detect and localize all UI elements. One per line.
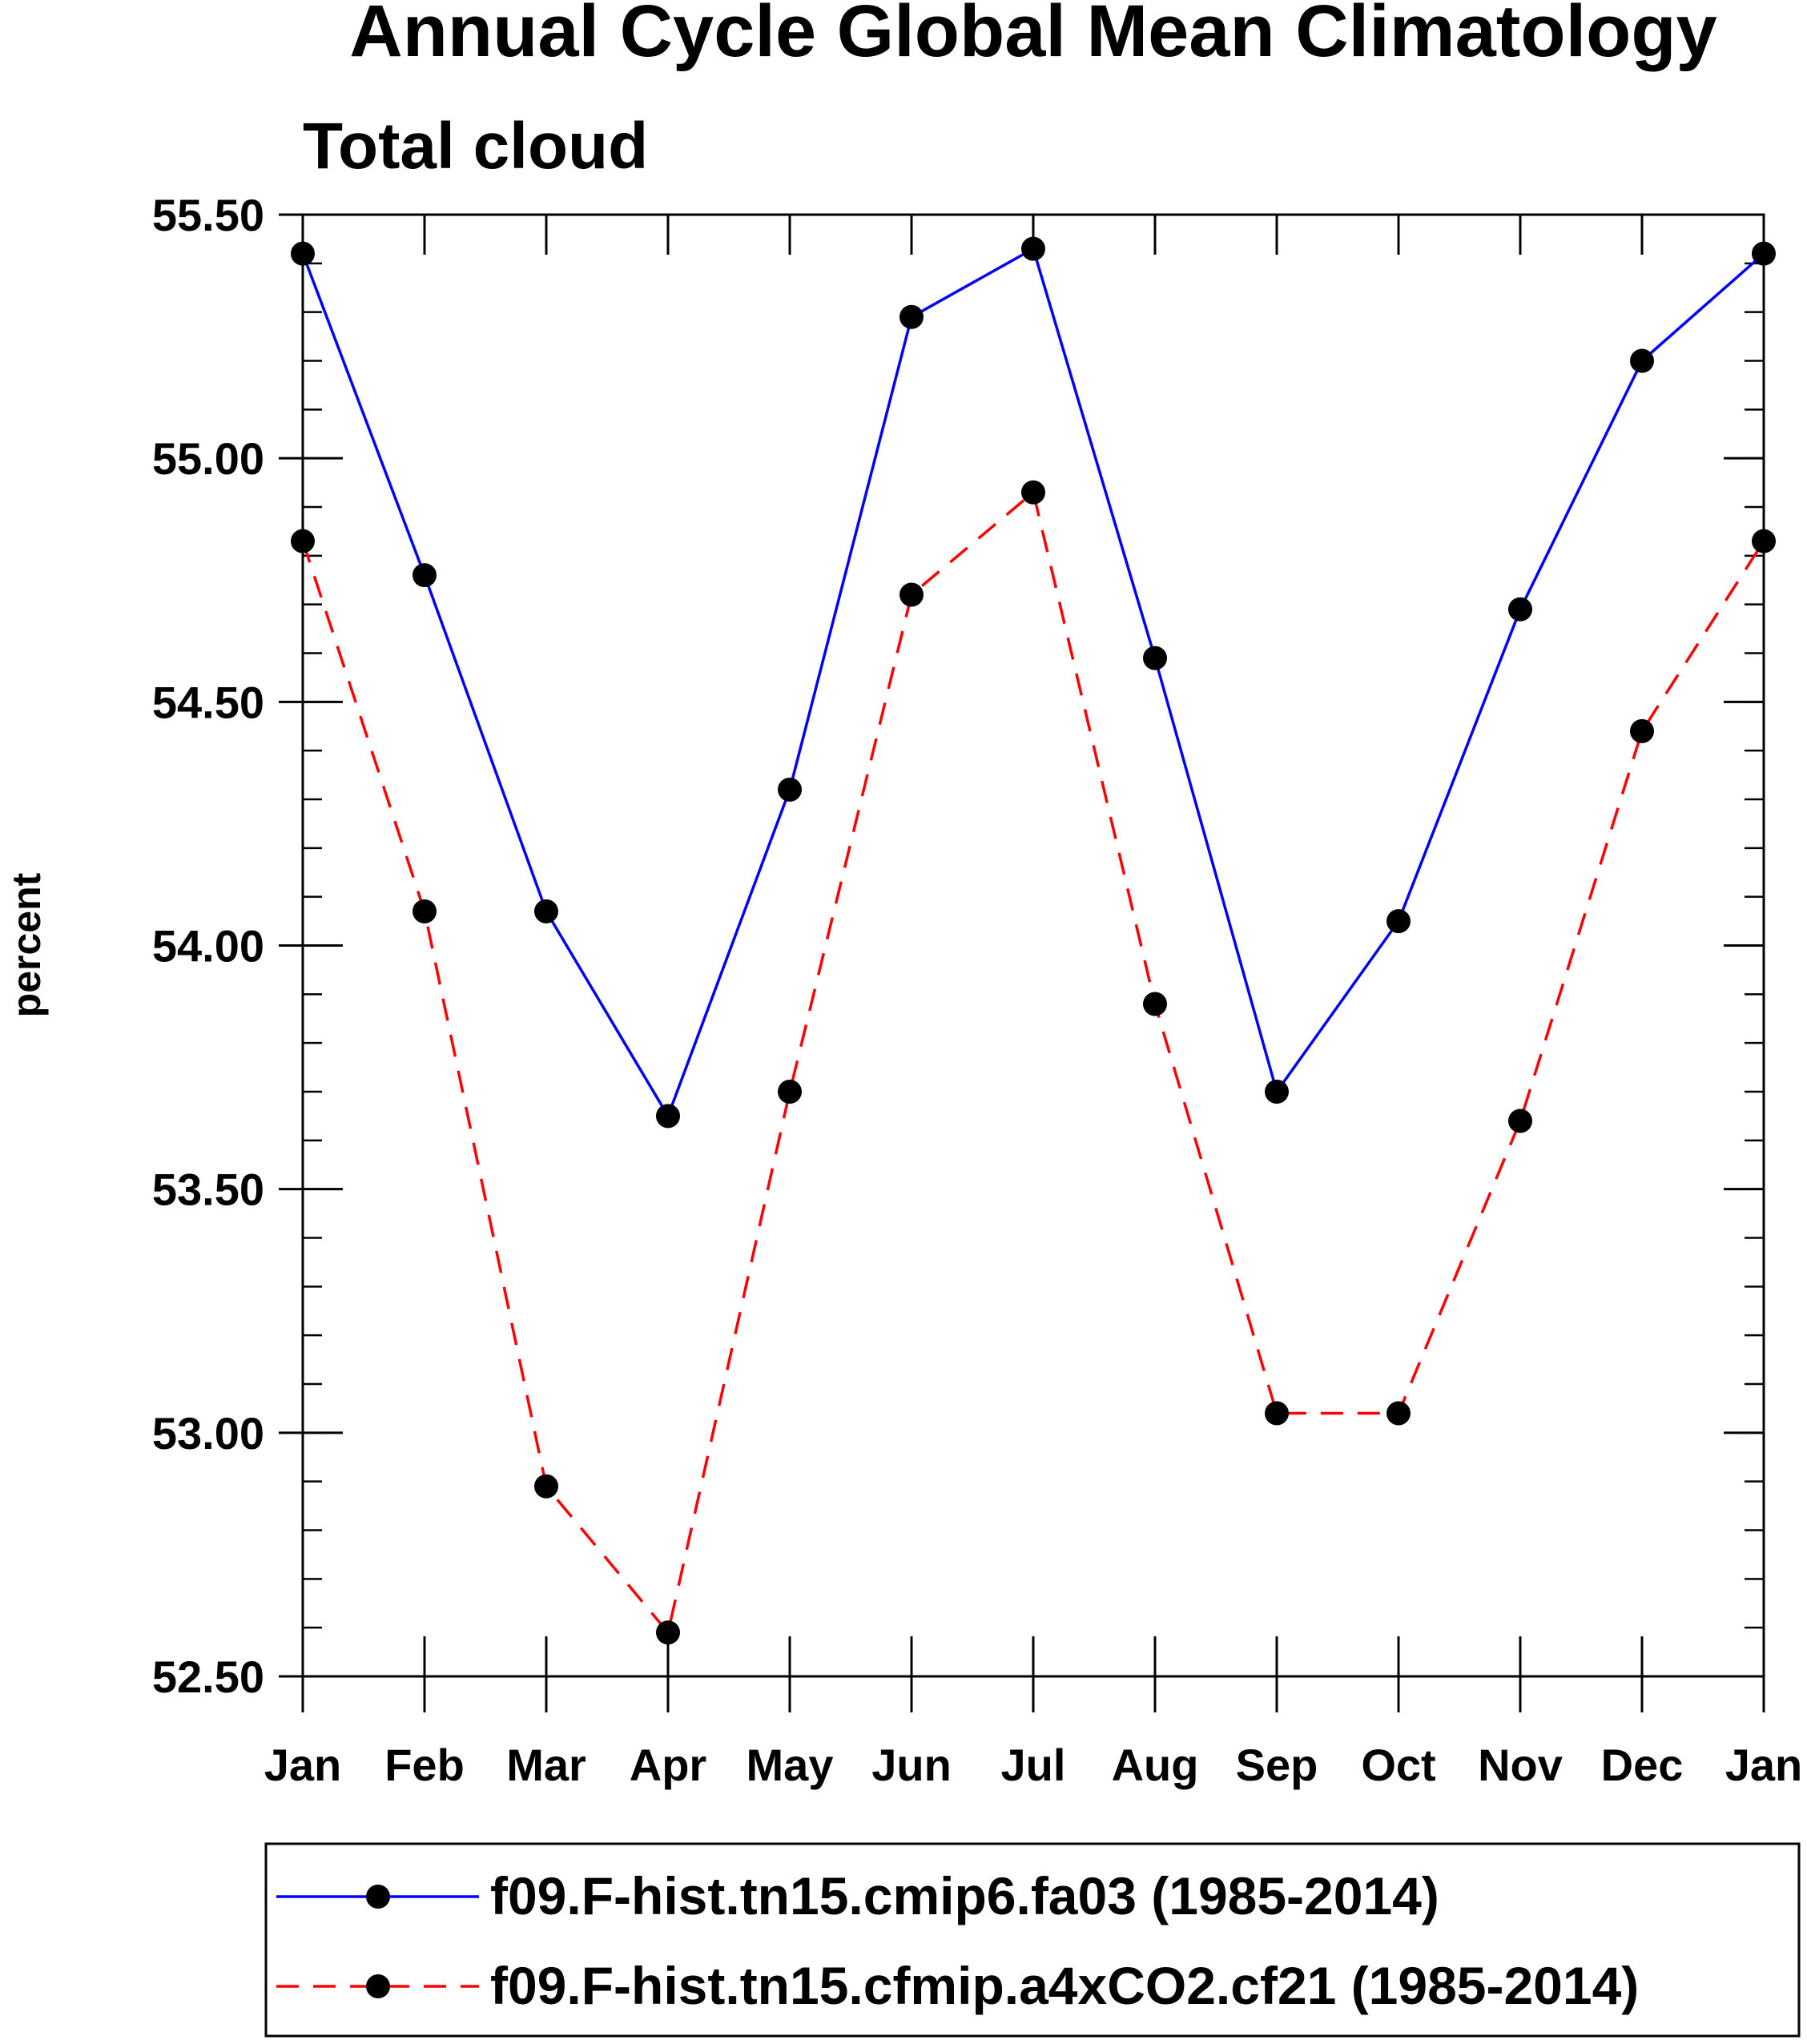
y-tick-label: 54.00 — [152, 921, 264, 972]
legend-label-2: f09.F-hist.tn15.cfmip.a4xCO2.cf21 (1985-… — [490, 1956, 1639, 2015]
chart-title: Annual Cycle Global Mean Climatology — [349, 0, 1716, 72]
y-tick-label: 55.50 — [152, 190, 264, 240]
series-1-point — [778, 777, 802, 802]
y-tick-labels: 52.50 53.00 53.50 54.00 54.50 55.00 55.50 — [152, 190, 264, 1702]
series-2-point — [534, 1474, 558, 1499]
series-1-point — [1143, 646, 1167, 670]
x-tick-label: Oct — [1361, 1740, 1435, 1790]
y-tick-label: 55.00 — [152, 433, 264, 484]
series-2-point — [1021, 480, 1045, 505]
series-1-point — [1508, 597, 1532, 622]
y-tick-label: 54.50 — [152, 677, 264, 727]
x-tick-label: Feb — [384, 1740, 465, 1790]
series-1-point — [534, 899, 558, 923]
series-2-point — [1143, 992, 1167, 1016]
x-tick-label: Nov — [1478, 1740, 1563, 1790]
legend-marker-1 — [366, 1885, 390, 1909]
plot-frame — [301, 213, 1765, 1678]
y-tick-label: 53.00 — [152, 1408, 264, 1459]
series-line-2 — [301, 489, 1765, 1636]
series-1-point — [1265, 1080, 1289, 1104]
series-2-point — [778, 1080, 802, 1104]
x-tick-label: May — [747, 1740, 834, 1790]
series-2-point — [1265, 1401, 1289, 1426]
series-2-point — [413, 899, 437, 923]
series-1-point — [1386, 909, 1411, 934]
series-2-point — [656, 1620, 680, 1645]
x-tick-label: Jan — [1725, 1740, 1803, 1790]
legend: f09.F-hist.tn15.cmip6.fa03 (1985-2014) f0… — [264, 1842, 1801, 2038]
x-tick-label: Apr — [630, 1740, 706, 1790]
x-tick-label: Jun — [871, 1740, 952, 1790]
series-1-point — [413, 563, 437, 588]
series-2-point — [899, 582, 924, 607]
x-tick-label: Aug — [1112, 1740, 1199, 1790]
x-tick-label: Dec — [1601, 1740, 1684, 1790]
series-line-1 — [301, 246, 1765, 1120]
legend-label-1: f09.F-hist.tn15.cmip6.fa03 (1985-2014) — [490, 1866, 1439, 1925]
legend-box — [264, 1842, 1801, 2038]
series-1-point — [1021, 236, 1045, 261]
series-2-point — [1386, 1401, 1411, 1426]
series-2-point — [1508, 1109, 1532, 1133]
series-1-point — [1630, 348, 1654, 373]
x-tick-label: Sep — [1236, 1740, 1318, 1790]
x-tick-label: Jan — [264, 1740, 342, 1790]
y-axis-label: percent — [4, 872, 49, 1017]
x-tick-label: Mar — [506, 1740, 586, 1790]
major-ticks — [279, 213, 1765, 1712]
legend-marker-2 — [366, 1974, 390, 1998]
series-2-point — [1630, 718, 1654, 743]
chart-subtitle: Total cloud — [303, 110, 648, 183]
series-1-point — [899, 304, 924, 329]
series-layer — [291, 236, 1776, 1645]
series-1-point — [656, 1104, 680, 1129]
y-tick-label: 53.50 — [152, 1165, 264, 1215]
legend-items: f09.F-hist.tn15.cmip6.fa03 (1985-2014) f0… — [276, 1866, 1639, 2015]
y-tick-label: 52.50 — [152, 1652, 264, 1702]
minor-ticks — [303, 213, 1764, 1678]
x-tick-labels: Jan Feb Mar Apr May Jun Jul Aug Sep Oct Nov Dec Jan — [264, 1740, 1803, 1790]
x-tick-label: Jul — [1001, 1740, 1066, 1790]
